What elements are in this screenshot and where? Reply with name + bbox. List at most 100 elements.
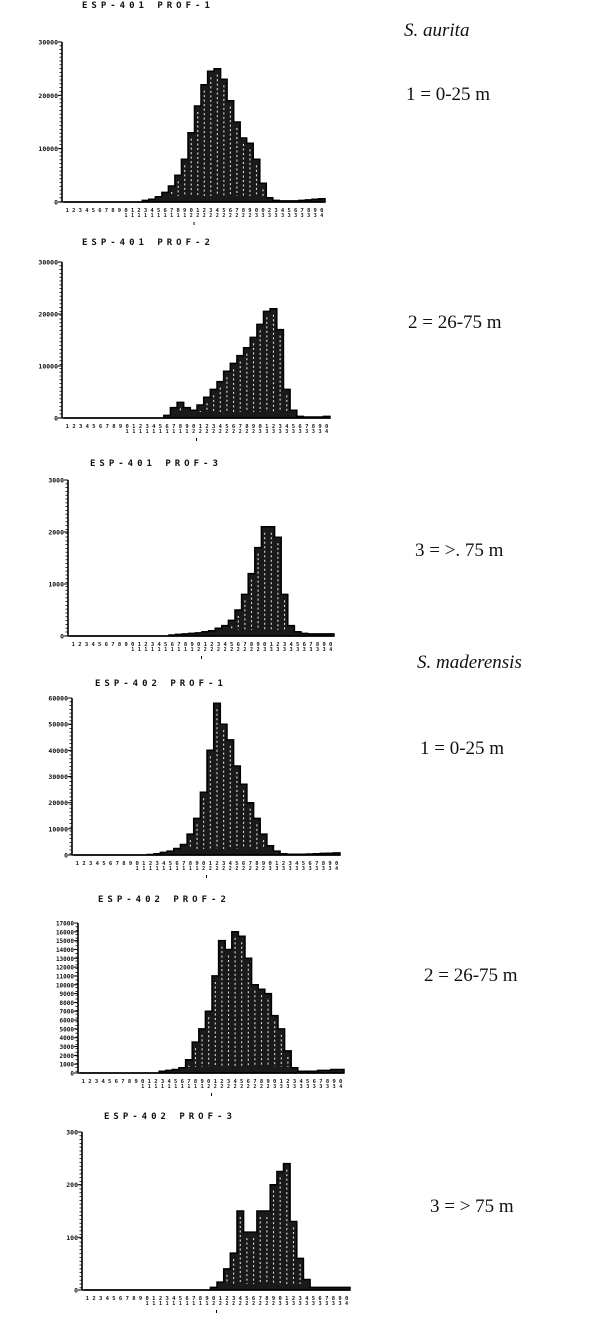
svg-text:3: 3 xyxy=(212,424,215,430)
y-tick-label: 40000 xyxy=(48,747,68,755)
svg-text:2: 2 xyxy=(78,642,81,648)
svg-text:0: 0 xyxy=(146,1296,149,1302)
svg-text:7: 7 xyxy=(172,424,175,430)
svg-text:2: 2 xyxy=(260,1084,263,1090)
svg-text:7: 7 xyxy=(177,642,180,648)
svg-text:3: 3 xyxy=(313,1084,316,1090)
svg-text:5: 5 xyxy=(157,208,160,214)
y-tick-label: 0 xyxy=(60,633,64,641)
svg-text:3: 3 xyxy=(279,1301,282,1307)
svg-text:2: 2 xyxy=(225,429,228,435)
depth-label: 3 = >. 75 m xyxy=(415,540,504,561)
svg-text:7: 7 xyxy=(249,861,252,867)
y-tick-label: 1000 xyxy=(48,581,64,589)
svg-text:3: 3 xyxy=(300,1084,303,1090)
svg-text:3: 3 xyxy=(265,429,268,435)
svg-text:5: 5 xyxy=(222,208,225,214)
svg-text:2: 2 xyxy=(212,1301,215,1307)
svg-text:1: 1 xyxy=(142,861,146,867)
svg-text:1: 1 xyxy=(138,213,141,219)
svg-text:8: 8 xyxy=(111,208,114,214)
svg-text:3: 3 xyxy=(99,1296,102,1302)
svg-text:9: 9 xyxy=(118,208,121,214)
svg-text:3: 3 xyxy=(161,1079,164,1085)
svg-text:1: 1 xyxy=(164,647,167,653)
svg-text:5: 5 xyxy=(169,861,172,867)
svg-text:1: 1 xyxy=(162,866,165,872)
svg-text:3: 3 xyxy=(269,866,272,872)
svg-text:8: 8 xyxy=(128,1079,131,1085)
svg-text:2: 2 xyxy=(149,861,152,867)
svg-text:3: 3 xyxy=(293,1079,296,1085)
svg-text:2: 2 xyxy=(224,647,227,653)
svg-text:1: 1 xyxy=(172,429,175,435)
svg-text:1: 1 xyxy=(131,647,134,653)
svg-text:2: 2 xyxy=(235,213,238,219)
svg-text:9: 9 xyxy=(248,208,251,214)
svg-text:3: 3 xyxy=(295,866,298,872)
svg-text:0: 0 xyxy=(136,861,139,867)
svg-text:2: 2 xyxy=(272,424,275,430)
svg-text:6: 6 xyxy=(294,208,298,214)
svg-text:7: 7 xyxy=(325,1296,328,1302)
svg-text:3: 3 xyxy=(270,647,273,653)
svg-text:1: 1 xyxy=(152,1301,155,1307)
depth-label: 1 = 0-25 m xyxy=(420,738,505,759)
svg-text:1: 1 xyxy=(182,866,185,872)
svg-text:7: 7 xyxy=(105,208,108,214)
svg-text:6: 6 xyxy=(313,1079,317,1085)
y-tick-label: 100 xyxy=(66,1234,78,1242)
svg-text:9: 9 xyxy=(185,424,188,430)
svg-text:7: 7 xyxy=(126,1296,129,1302)
svg-text:0: 0 xyxy=(124,208,127,214)
svg-text:0: 0 xyxy=(190,208,193,214)
svg-text:2: 2 xyxy=(250,647,253,653)
svg-text:3: 3 xyxy=(322,866,325,872)
svg-text:1: 1 xyxy=(144,213,147,219)
svg-text:9: 9 xyxy=(266,1079,269,1085)
chart-title: ESP-402 PROF-1 xyxy=(95,679,227,689)
svg-text:2: 2 xyxy=(192,429,195,435)
svg-text:1: 1 xyxy=(204,642,208,648)
svg-text:6: 6 xyxy=(115,1079,119,1085)
svg-text:3: 3 xyxy=(292,1301,295,1307)
svg-text:3: 3 xyxy=(283,642,286,648)
y-tick-label: 5000 xyxy=(60,1026,75,1033)
y-tick-label: 8000 xyxy=(60,1000,75,1007)
svg-text:3: 3 xyxy=(316,647,319,653)
svg-text:1: 1 xyxy=(66,424,70,430)
svg-text:3: 3 xyxy=(301,213,304,219)
svg-text:0: 0 xyxy=(279,1296,282,1302)
svg-text:2: 2 xyxy=(212,429,215,435)
svg-text:2: 2 xyxy=(245,429,248,435)
svg-text:7: 7 xyxy=(305,424,308,430)
svg-text:3: 3 xyxy=(325,1301,328,1307)
svg-text:9: 9 xyxy=(318,424,321,430)
svg-text:2: 2 xyxy=(207,1084,210,1090)
svg-text:2: 2 xyxy=(282,861,285,867)
svg-text:0: 0 xyxy=(263,642,266,648)
svg-text:3: 3 xyxy=(272,429,275,435)
y-tick-label: 0 xyxy=(70,1071,74,1078)
svg-text:4: 4 xyxy=(285,424,289,430)
svg-text:1: 1 xyxy=(201,1084,204,1090)
svg-text:2: 2 xyxy=(209,213,212,219)
svg-text:7: 7 xyxy=(121,1079,124,1085)
svg-text:2: 2 xyxy=(252,1301,255,1307)
svg-text:2: 2 xyxy=(267,1084,270,1090)
depth-label: 3 = > 75 m xyxy=(430,1196,514,1217)
histogram-area xyxy=(84,1162,351,1291)
svg-text:2: 2 xyxy=(82,861,85,867)
svg-text:1: 1 xyxy=(126,429,129,435)
svg-text:2: 2 xyxy=(234,1084,237,1090)
svg-text:3: 3 xyxy=(279,429,282,435)
svg-text:2: 2 xyxy=(72,424,75,430)
svg-text:1: 1 xyxy=(138,642,142,648)
svg-text:6: 6 xyxy=(119,1296,123,1302)
y-tick-label: 1000 xyxy=(60,1062,75,1069)
y-tick-label: 12000 xyxy=(56,965,74,972)
svg-text:4: 4 xyxy=(335,866,338,872)
svg-text:7: 7 xyxy=(182,861,185,867)
svg-text:1: 1 xyxy=(144,647,147,653)
